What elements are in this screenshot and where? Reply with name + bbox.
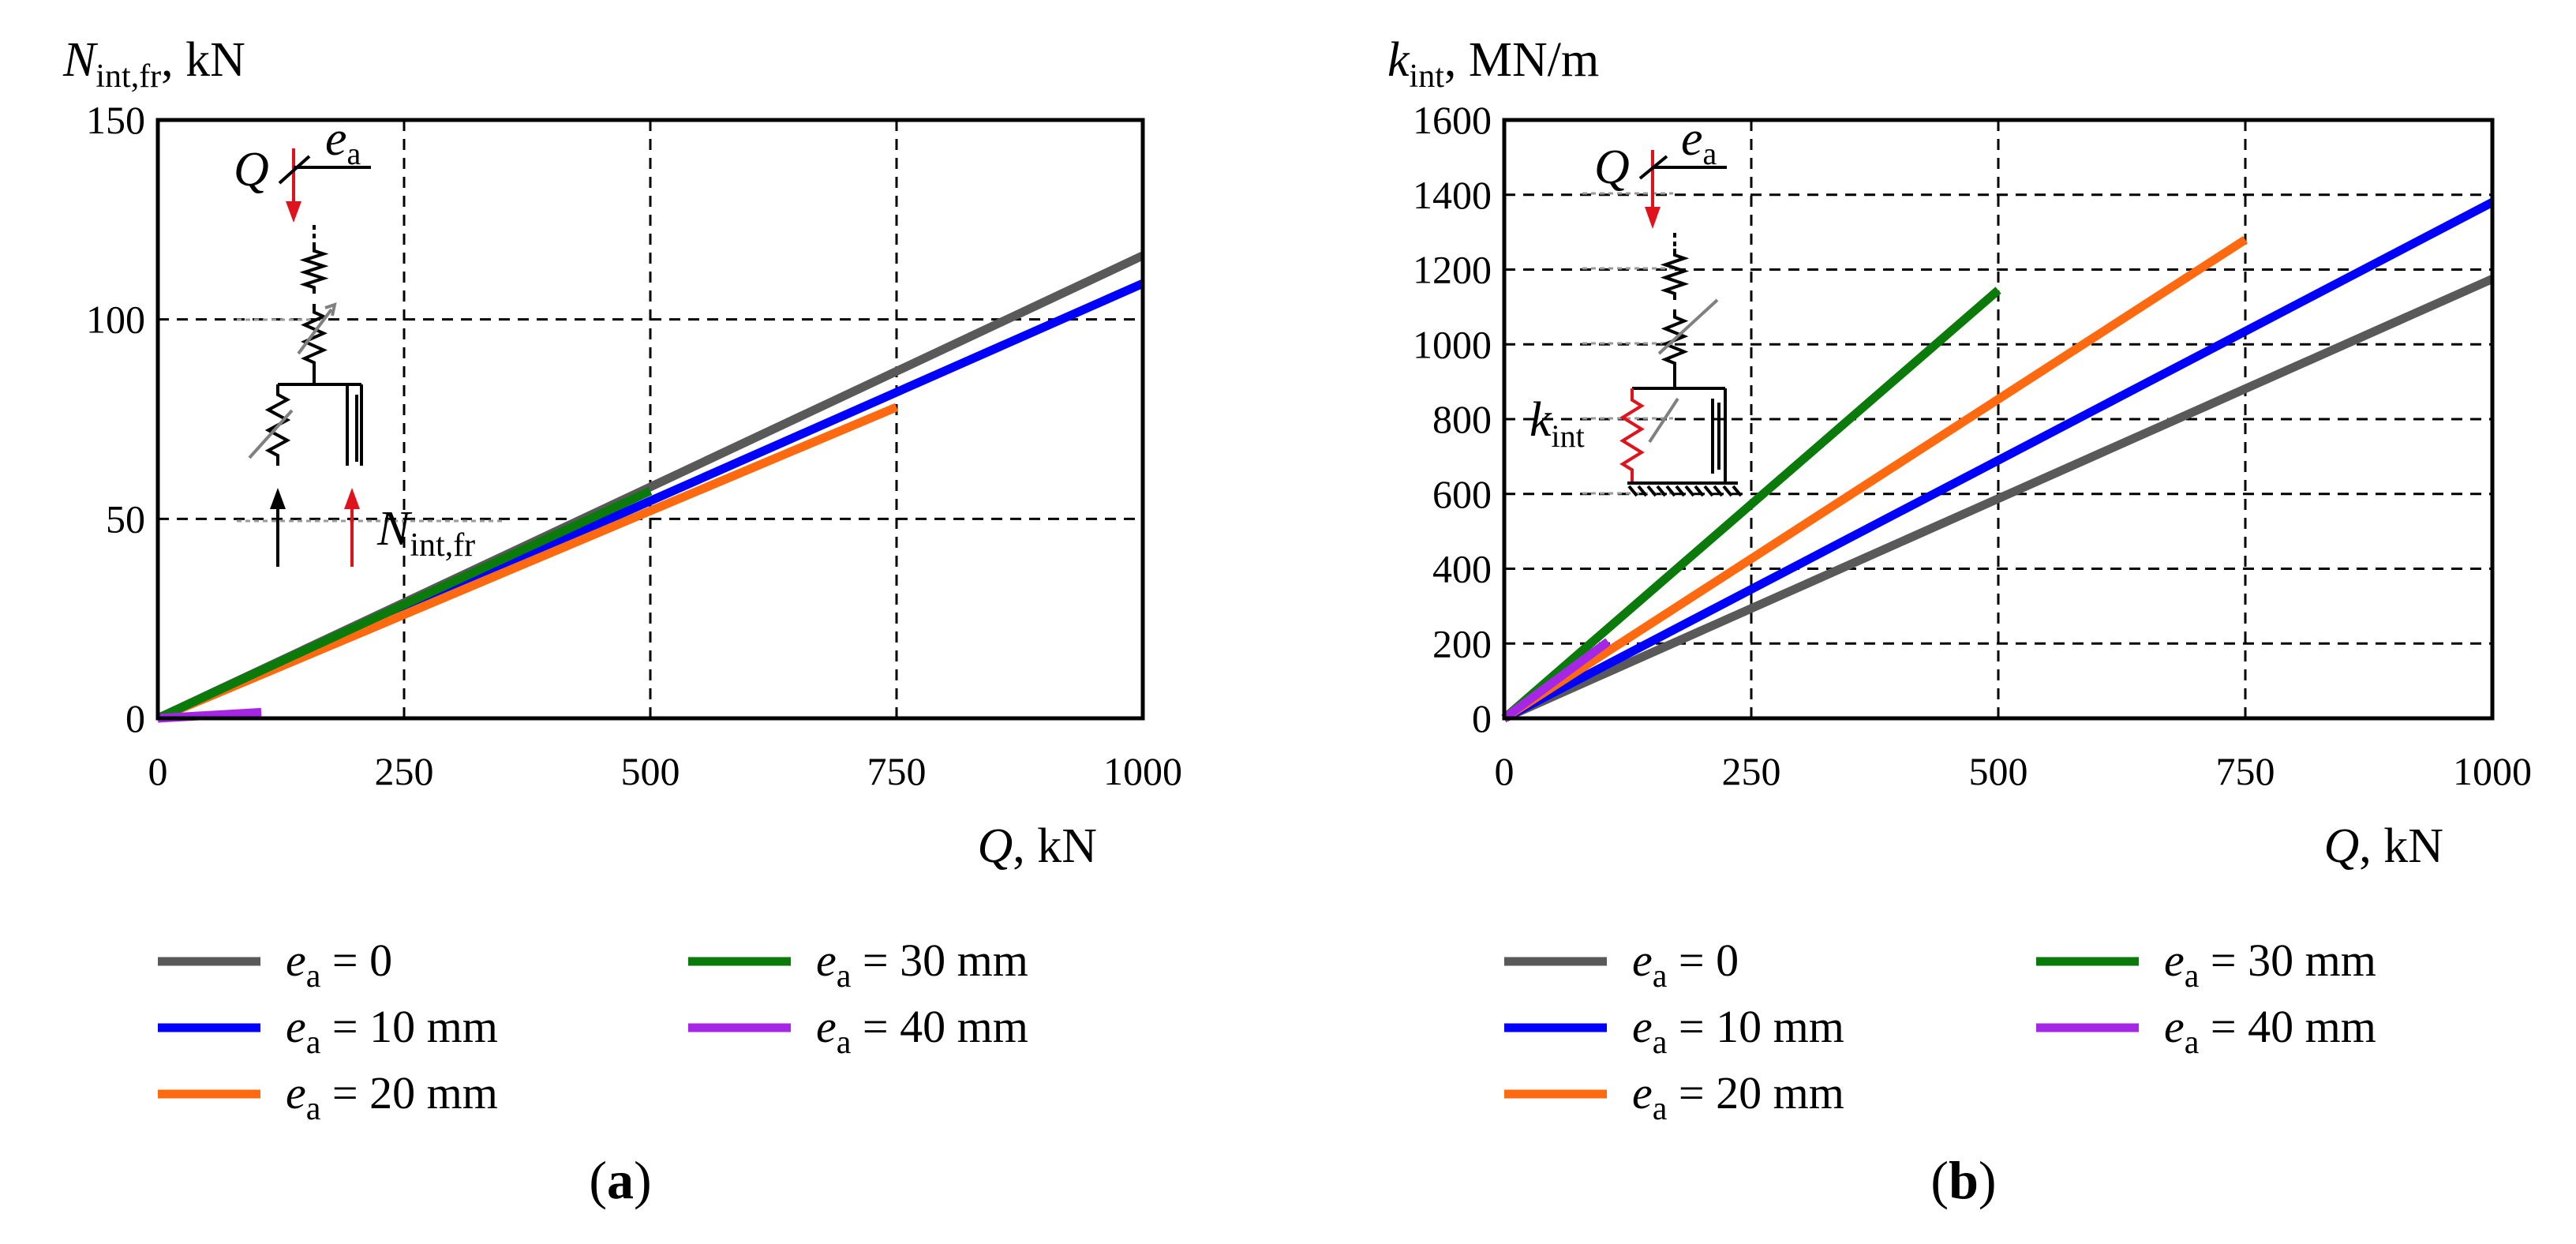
x-tick-label: 500	[1969, 749, 2028, 793]
y-tick-label: 1000	[1413, 322, 1492, 366]
legend-label: ea = 30 mm	[816, 935, 1028, 995]
x-tick-label: 0	[148, 749, 168, 793]
x-tick-label: 750	[2216, 749, 2275, 793]
y-tick-label: 200	[1432, 621, 1492, 665]
y-tick-label: 1400	[1413, 173, 1492, 217]
spring-kint	[1619, 388, 1645, 481]
y-tick-label: 400	[1432, 547, 1492, 591]
legend-label: ea = 20 mm	[1632, 1067, 1844, 1127]
y-axis-title: kint, MN/m	[1387, 33, 1599, 95]
series-line-ea-20	[1502, 235, 2248, 722]
y-tick-label: 1200	[1413, 248, 1492, 292]
legend-item-ea-0: ea = 0	[1504, 935, 1739, 995]
legend-item-ea-40: ea = 40 mm	[2036, 1001, 2376, 1061]
series-line-ea-10	[1502, 198, 2495, 722]
legend-item-ea-20: ea = 20 mm	[158, 1067, 498, 1127]
legend-label: ea = 40 mm	[816, 1001, 1028, 1061]
adjust-arrow	[297, 308, 333, 355]
spring-top	[299, 245, 329, 294]
inset-force-label: Q	[1594, 141, 1630, 194]
legend-item-ea-30: ea = 30 mm	[2036, 935, 2376, 995]
legend-label: ea = 10 mm	[286, 1001, 498, 1061]
legend-item-ea-0: ea = 0	[158, 935, 392, 995]
legend-item-ea-10: ea = 10 mm	[158, 1001, 498, 1061]
inset-force-label: Q	[234, 143, 269, 197]
x-tick-label: 250	[375, 749, 434, 793]
adjust-arrow	[248, 409, 294, 459]
legend-item-ea-20: ea = 20 mm	[1504, 1067, 1844, 1127]
panel-caption: (a)	[589, 1150, 651, 1210]
spring-adjustable	[301, 304, 328, 371]
plot-frame	[155, 118, 1145, 721]
ground-hatch-icon	[1627, 485, 1743, 497]
y-tick-label: 150	[86, 98, 145, 142]
friction-arrowhead-icon	[344, 488, 360, 509]
inset-reaction-label: Nint,fr	[376, 502, 475, 564]
series-line-ea-30	[1501, 287, 2001, 722]
friction-damper	[1711, 399, 1720, 474]
load-arrowhead-icon	[1645, 207, 1661, 229]
x-tick-label: 250	[1722, 749, 1781, 793]
x-axis-title: Q, kN	[2323, 819, 2443, 873]
eccentricity-mark	[278, 155, 311, 185]
legend-label: ea = 0	[1632, 935, 1739, 995]
y-tick-label: 800	[1432, 397, 1492, 441]
series-line-ea-0	[1502, 275, 2495, 723]
series-line-ea-30	[155, 486, 653, 722]
legend-label: ea = 20 mm	[286, 1067, 498, 1127]
x-axis-title: Q, kN	[977, 819, 1097, 873]
friction-damper	[346, 384, 363, 466]
adjust-arrow	[1648, 397, 1679, 444]
inset-stiffness-label: kint	[1530, 393, 1585, 454]
y-tick-label: 1600	[1413, 98, 1492, 142]
x-tick-label: 500	[621, 749, 680, 793]
y-tick-label: 600	[1432, 472, 1492, 516]
y-axis-title: Nint,fr, kN	[62, 33, 245, 95]
legend-item-ea-30: ea = 30 mm	[688, 935, 1028, 995]
legend-label: ea = 0	[286, 935, 392, 995]
x-tick-label: 0	[1495, 749, 1515, 793]
x-tick-label: 750	[867, 749, 927, 793]
load-arrowhead-icon	[286, 201, 301, 223]
legend-item-ea-10: ea = 10 mm	[1504, 1001, 1844, 1061]
legend-item-ea-40: ea = 40 mm	[688, 1001, 1028, 1061]
legend-label: ea = 40 mm	[2164, 1001, 2376, 1061]
panel-caption: (b)	[1930, 1150, 1996, 1210]
adjust-arrow	[1657, 298, 1719, 355]
x-tick-label: 1000	[1103, 749, 1182, 793]
x-tick-label: 1000	[2453, 749, 2532, 793]
adjust-arrowhead-icon	[324, 302, 337, 317]
reaction-arrowhead-icon	[270, 488, 286, 509]
chart-b: 0 250 500 750 1000 0 200 400 600 800 1000 1200 1400 1…	[1387, 33, 2532, 1210]
legend-label: ea = 10 mm	[1632, 1001, 1844, 1061]
spring-top	[1660, 249, 1690, 300]
y-tick-label: 0	[125, 696, 145, 740]
series-line-ea-40	[1501, 638, 1611, 722]
legend-label: ea = 30 mm	[2164, 935, 2376, 995]
y-tick-label: 50	[106, 496, 145, 541]
y-tick-label: 100	[86, 298, 145, 342]
plot-frame	[1502, 118, 2495, 721]
y-tick-label: 0	[1472, 696, 1492, 740]
series-line-ea-20	[155, 403, 899, 723]
